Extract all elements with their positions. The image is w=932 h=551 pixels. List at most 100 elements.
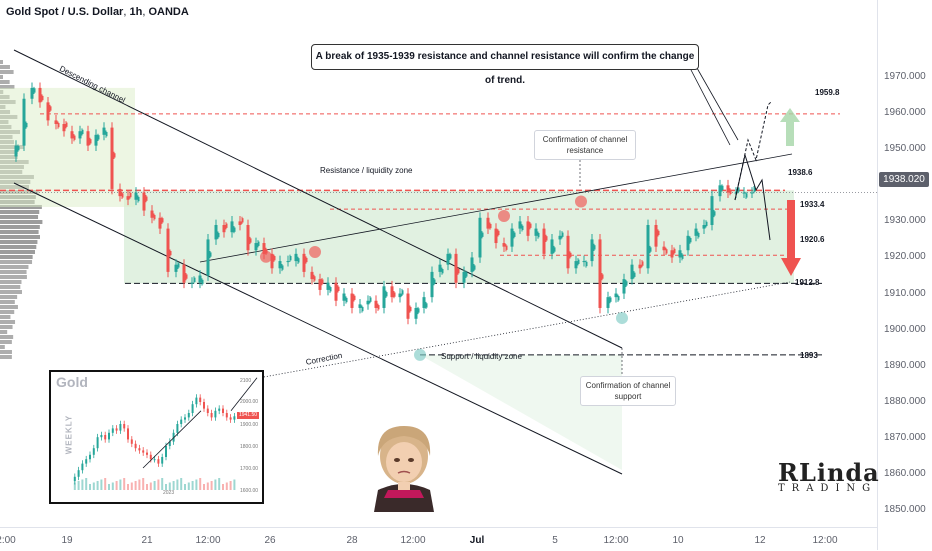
candle-body [217, 232, 220, 238]
candle-body [518, 221, 522, 229]
inset-year-label: 2023 [163, 490, 175, 496]
volume-profile-bar [0, 310, 15, 314]
time-tick-label: Jul [469, 535, 485, 546]
price-tick-label: 1930.000 [884, 215, 926, 227]
candle-body [465, 272, 468, 277]
candle-body [257, 241, 260, 246]
candle-body [70, 131, 74, 139]
inset-volume-bar [85, 478, 88, 490]
rising-channel-upper [199, 153, 793, 263]
volume-profile-bar [0, 70, 14, 74]
candle-body [345, 297, 348, 303]
time-axis[interactable] [0, 527, 877, 551]
candle-body [398, 293, 402, 298]
inset-volume-bar [96, 481, 99, 490]
inset-candle-body [161, 457, 164, 464]
candle-body [526, 221, 530, 236]
candle-body [254, 243, 258, 251]
inset-volume-bar [138, 479, 141, 490]
volume-profile-bar [0, 315, 11, 319]
volume-profile-bar [0, 260, 33, 264]
candle-body [158, 217, 162, 229]
candle-body [238, 221, 242, 225]
candle-body [241, 218, 244, 223]
candle-body [633, 272, 636, 277]
inset-volume-bar [92, 482, 95, 490]
candle-body [433, 279, 436, 284]
candle-body [558, 235, 562, 240]
touch-marker [498, 209, 510, 222]
inset-y-tick: 1800.00 [240, 444, 259, 450]
candle-body [81, 129, 84, 135]
candle-body [86, 131, 90, 146]
meme-girl-image [374, 426, 434, 512]
touch-marker [616, 312, 628, 325]
volume-profile-bar [0, 65, 10, 69]
candle-body [97, 135, 100, 140]
inset-volume-bar [89, 484, 91, 490]
candle-body [617, 296, 620, 301]
inset-candle-body [77, 470, 80, 477]
inset-candle-body [187, 413, 190, 418]
trend-callout: A break of 1935-1939 resistance and chan… [311, 44, 699, 86]
inset-trendline [142, 410, 202, 469]
candle-body [406, 293, 410, 319]
candle-body [569, 252, 572, 258]
touch-marker [414, 348, 426, 361]
volume-profile-bar [0, 85, 15, 89]
candle-body [121, 193, 124, 198]
inset-candle-body [127, 428, 129, 440]
inset-candle-body [73, 476, 76, 482]
inset-volume-bar [199, 478, 202, 490]
time-tick-label: 19 [61, 535, 73, 546]
candle-body [302, 253, 306, 272]
candle-body [105, 131, 108, 137]
inset-volume-bar [81, 479, 84, 490]
inset-candle-body [218, 408, 221, 411]
candle-body [574, 261, 578, 269]
level-label: 1938.6 [788, 168, 813, 177]
candle-body [374, 300, 378, 308]
bearish-projection-path [734, 153, 771, 241]
candle-body [377, 305, 380, 310]
candle-body [113, 153, 116, 158]
candle-body [222, 225, 226, 233]
candle-body [454, 253, 458, 283]
candle-body [385, 292, 388, 297]
inset-candle-body [225, 413, 228, 418]
inset-candle-body [210, 413, 213, 418]
candle-body [246, 225, 250, 251]
volume-profile-bar [0, 250, 36, 254]
bearish-arrow [781, 200, 801, 276]
candle-body [409, 306, 412, 312]
candle-body [726, 185, 730, 193]
inset-candle-body [172, 432, 175, 442]
candle-body [537, 232, 540, 238]
inset-candle-body [165, 446, 167, 457]
candle-body [566, 235, 570, 269]
candle-body [390, 286, 394, 298]
candle-body [673, 248, 676, 254]
price-tick-label: 1890.000 [884, 359, 926, 371]
timeframe-label: 1h [129, 6, 143, 18]
volume-profile-bar [0, 215, 39, 219]
candle-body [25, 122, 28, 128]
rising-channel-lower [257, 281, 791, 379]
volume-profile-bar [0, 340, 12, 344]
candle-body [665, 249, 668, 254]
inset-volume-bar [229, 481, 232, 490]
candle-body [689, 237, 692, 243]
candle-body [425, 303, 428, 308]
candle-body [742, 192, 746, 194]
time-tick-label: 10 [672, 535, 684, 546]
price-axis[interactable] [877, 0, 932, 550]
candle-body [89, 139, 92, 144]
candle-body [417, 308, 420, 313]
candle-body [553, 247, 556, 252]
volume-profile-bar [0, 325, 13, 329]
candle-body [145, 196, 148, 201]
inset-volume-bar [115, 481, 118, 490]
candle-body [46, 102, 50, 121]
